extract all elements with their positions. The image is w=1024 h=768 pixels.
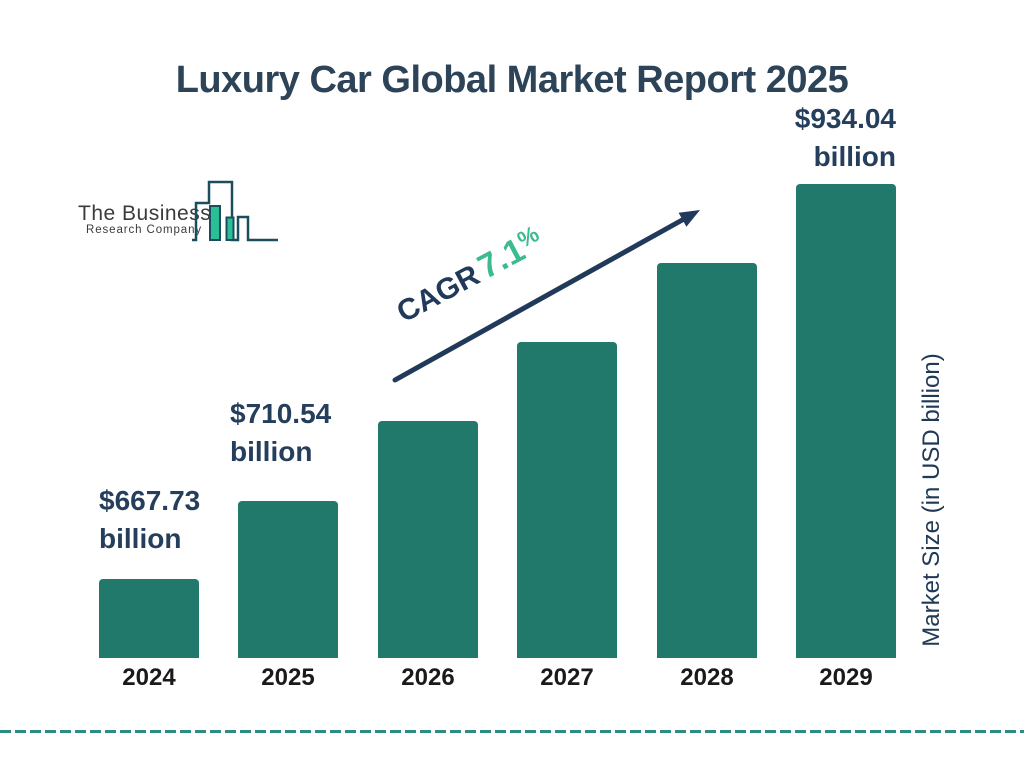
value-label-2029: $934.04 billion: [700, 100, 896, 176]
value-unit: billion: [813, 141, 896, 172]
value-amount: $934.04: [794, 103, 896, 134]
bar-2028: [657, 263, 757, 658]
logo-company-subname: Research Company: [86, 224, 203, 236]
bar-2025: [238, 501, 338, 658]
value-amount: $667.73: [99, 485, 201, 516]
growth-arrow-icon: [392, 210, 700, 383]
x-tick-2029: 2029: [819, 664, 873, 691]
value-label-2024: $667.73 billion: [99, 482, 200, 558]
x-tick-2028: 2028: [680, 664, 734, 691]
x-tick-2025: 2025: [261, 664, 315, 691]
value-amount: $710.54: [230, 398, 332, 429]
value-unit: billion: [99, 523, 182, 554]
y-axis-label: Market Size (in USD billion): [918, 353, 945, 647]
bottom-divider-dashed-line: [0, 730, 1024, 733]
x-tick-2024: 2024: [122, 664, 176, 691]
bar-2026: [378, 421, 478, 658]
bar-2027: [517, 342, 617, 658]
x-tick-2026: 2026: [401, 664, 455, 691]
logo-company-name: The Business: [78, 202, 212, 225]
page-title: Luxury Car Global Market Report 2025: [175, 59, 849, 102]
bar-2024: [99, 579, 199, 658]
value-unit: billion: [230, 436, 313, 467]
x-tick-2027: 2027: [540, 664, 594, 691]
bar-chart-logo-icon: [192, 180, 278, 242]
bar-2029: [796, 184, 896, 658]
value-label-2025: $710.54 billion: [230, 395, 331, 471]
